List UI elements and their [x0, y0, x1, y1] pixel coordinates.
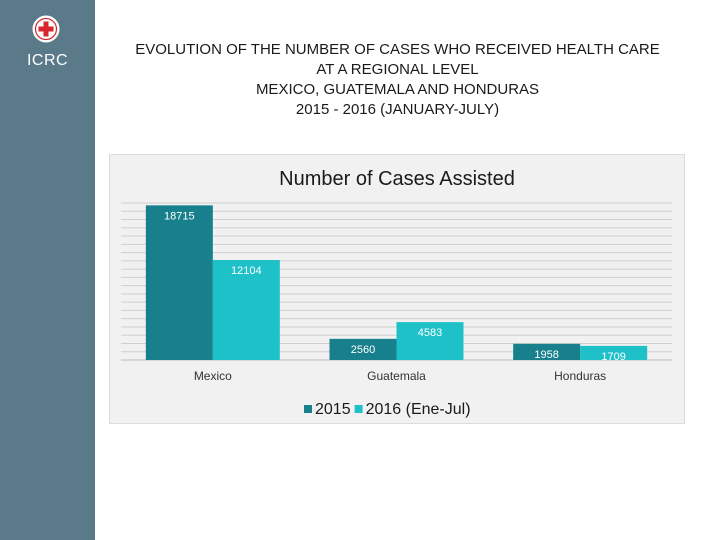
legend-swatch	[354, 405, 363, 413]
org-label: ICRC	[26, 52, 69, 69]
bar-chart: Number of Cases Assisted 18715 12104 Mexico…	[121, 168, 672, 418]
bar-guatemala-0	[329, 338, 397, 360]
data-label: 2560	[351, 344, 375, 356]
legend-label: 2015	[315, 401, 351, 418]
data-label: 1958	[534, 349, 558, 361]
category-label: Honduras	[554, 369, 606, 383]
bar-honduras-0	[513, 343, 581, 360]
bar-guatemala-1	[396, 322, 464, 360]
data-label: 12104	[231, 265, 262, 277]
chart-container: Number of Cases Assisted 18715 12104 Mexico…	[109, 154, 685, 424]
title-line-1: EVOLUTION OF THE NUMBER OF CASES WHO REC…	[135, 41, 660, 58]
title-line-3: MEXICO, GUATEMALA AND HONDURAS	[255, 81, 540, 98]
data-label: 1709	[601, 351, 625, 363]
title-line-2: AT A REGIONAL LEVEL	[316, 61, 479, 78]
bar-honduras-1	[580, 345, 648, 360]
category-label: Guatemala	[367, 369, 426, 383]
red-cross-icon	[32, 15, 60, 43]
bar-mexico-0	[145, 205, 213, 360]
chart-title: Number of Cases Assisted	[279, 168, 515, 190]
title-line-4: 2015 - 2016 (JANUARY-JULY)	[295, 101, 500, 118]
category-label: Mexico	[194, 369, 232, 383]
bar-mexico-1	[212, 259, 280, 360]
legend-label: 2016 (Ene-Jul)	[366, 401, 471, 418]
data-label: 4583	[418, 327, 442, 339]
slide-title: EVOLUTION OF THE NUMBER OF CASES WHO REC…	[105, 40, 690, 120]
legend-swatch	[304, 405, 312, 413]
data-label: 18715	[164, 210, 195, 222]
sidebar: ICRC	[0, 0, 95, 540]
